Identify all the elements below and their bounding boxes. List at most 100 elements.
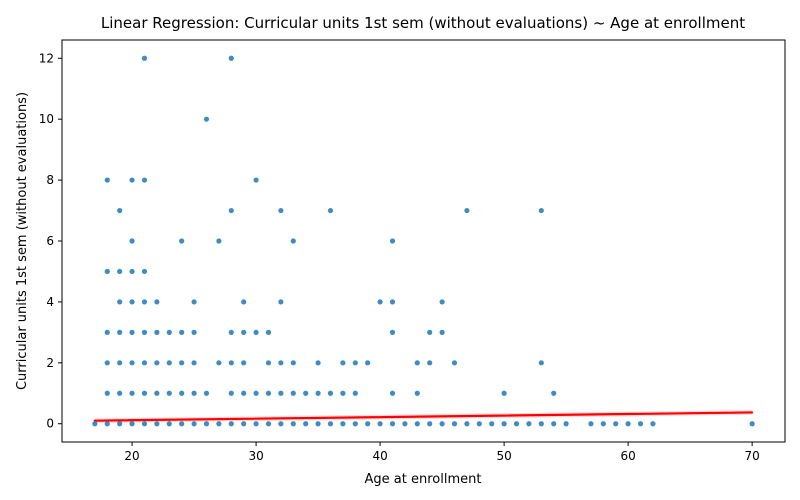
scatter-point xyxy=(191,360,197,366)
scatter-point xyxy=(166,390,172,396)
scatter-point xyxy=(290,238,296,244)
scatter-point xyxy=(129,268,135,275)
scatter-point xyxy=(216,360,222,366)
scatter-point xyxy=(117,207,123,214)
scatter-point xyxy=(600,421,606,427)
scatter-point xyxy=(265,390,272,396)
y-tick-label: 8 xyxy=(46,173,54,187)
scatter-point xyxy=(352,360,358,366)
scatter-point xyxy=(327,421,334,427)
scatter-point xyxy=(625,421,631,427)
scatter-point xyxy=(650,421,656,427)
scatter-point xyxy=(315,360,321,366)
scatter-point xyxy=(439,329,445,335)
y-tick-label: 2 xyxy=(46,356,54,370)
scatter-point xyxy=(129,329,135,335)
scatter-point xyxy=(117,299,123,305)
y-tick-label: 12 xyxy=(39,51,54,65)
scatter-point xyxy=(228,207,234,214)
scatter-point xyxy=(154,421,160,427)
scatter-point xyxy=(340,360,346,366)
scatter-point xyxy=(179,390,185,396)
y-tick-label: 0 xyxy=(46,417,54,431)
y-tick-label: 10 xyxy=(39,112,54,126)
scatter-point xyxy=(216,238,222,244)
scatter-point xyxy=(203,116,210,122)
scatter-point xyxy=(278,207,284,214)
scatter-point xyxy=(278,421,284,427)
scatter-point xyxy=(253,390,259,396)
scatter-point xyxy=(166,329,172,335)
scatter-point xyxy=(141,299,148,305)
plot-frame xyxy=(61,39,786,443)
scatter-point xyxy=(216,421,222,427)
scatter-point xyxy=(414,360,420,366)
scatter-point xyxy=(489,421,495,427)
scatter-point xyxy=(451,421,458,427)
scatter-point xyxy=(414,421,420,427)
scatter-point xyxy=(389,390,396,396)
scatter-point xyxy=(439,299,445,305)
scatter-point xyxy=(588,421,594,427)
scatter-point xyxy=(191,421,197,427)
scatter-point xyxy=(92,421,98,427)
scatter-point xyxy=(265,421,272,427)
scatter-point xyxy=(352,390,358,396)
scatter-point xyxy=(203,421,210,427)
scatter-point xyxy=(476,421,482,427)
scatter-point xyxy=(191,329,197,335)
scatter-point xyxy=(278,390,284,396)
scatter-point xyxy=(179,360,185,366)
scatter-point xyxy=(141,421,148,427)
scatter-point xyxy=(228,329,234,335)
scatter-point xyxy=(327,390,334,396)
scatter-point xyxy=(117,329,123,335)
scatter-point xyxy=(141,177,148,183)
scatter-point xyxy=(129,299,135,305)
scatter-point xyxy=(613,421,619,427)
scatter-point xyxy=(389,299,396,305)
scatter-point xyxy=(414,390,420,396)
scatter-point xyxy=(141,268,148,275)
scatter-point xyxy=(637,421,644,427)
scatter-point xyxy=(141,360,148,366)
scatter-point xyxy=(265,329,272,335)
scatter-point xyxy=(129,421,135,427)
scatter-point xyxy=(129,177,135,183)
scatter-point xyxy=(551,421,557,427)
scatter-point xyxy=(117,268,123,275)
scatter-point xyxy=(228,360,234,366)
y-tick-label: 6 xyxy=(46,234,54,248)
scatter-point xyxy=(241,329,247,335)
scatter-point xyxy=(117,421,123,427)
scatter-point xyxy=(340,421,346,427)
scatter-point xyxy=(439,421,445,427)
scatter-point xyxy=(563,421,569,427)
scatter-point xyxy=(290,421,296,427)
y-tick-label: 4 xyxy=(46,295,54,309)
scatter-point xyxy=(278,299,284,305)
scatter-point xyxy=(389,329,396,335)
scatter-point xyxy=(129,360,135,366)
scatter-point xyxy=(377,421,383,427)
scatter-point xyxy=(253,177,259,183)
scatter-point xyxy=(538,207,544,214)
scatter-point xyxy=(141,390,148,396)
scatter-point xyxy=(129,238,135,244)
regression-layer xyxy=(93,410,754,424)
scatter-point xyxy=(389,421,396,427)
scatter-point xyxy=(179,238,185,244)
x-tick-label: 20 xyxy=(124,449,139,463)
scatter-point xyxy=(166,421,172,427)
scatter-point xyxy=(402,421,408,427)
scatter-point xyxy=(104,329,110,335)
scatter-point xyxy=(303,390,309,396)
y-axis-label: Curricular units 1st sem (without evalua… xyxy=(15,92,30,390)
scatter-point xyxy=(303,421,309,427)
scatter-point xyxy=(389,238,396,244)
scatter-point xyxy=(290,360,296,366)
scatter-point xyxy=(327,207,334,214)
scatter-point xyxy=(265,360,272,366)
scatter-point xyxy=(154,390,160,396)
